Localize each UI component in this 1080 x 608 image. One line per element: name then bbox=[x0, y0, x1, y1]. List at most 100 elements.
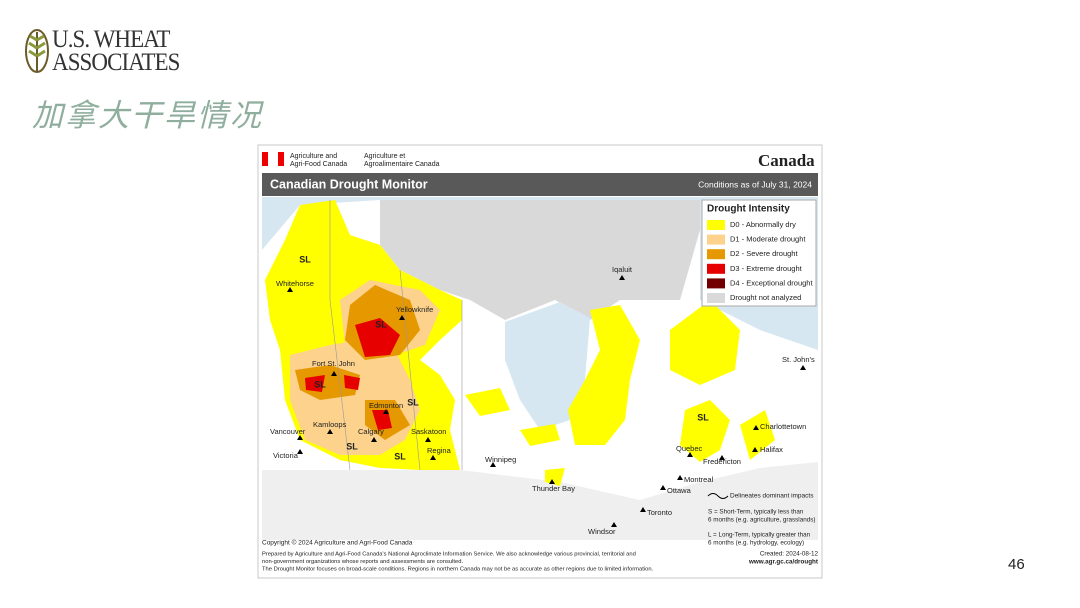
map-text: Agri-Food Canada bbox=[290, 161, 347, 168]
title-bar bbox=[262, 173, 818, 196]
place-marker bbox=[677, 475, 683, 480]
place-label: Kamloops bbox=[313, 420, 347, 429]
place-label: Thunder Bay bbox=[532, 484, 575, 493]
map-text: Agroalimentaire Canada bbox=[364, 161, 440, 168]
footer-note: non-government organizations whose repor… bbox=[262, 559, 463, 565]
legend-swatch bbox=[707, 249, 725, 260]
logo-text: U.S. WHEAT ASSOCIATES bbox=[52, 26, 180, 76]
place-label: Halifax bbox=[760, 445, 783, 454]
place-label: Charlottetown bbox=[760, 422, 806, 431]
place-marker bbox=[297, 435, 303, 440]
place-label: Saskatoon bbox=[411, 427, 446, 436]
place-label: Ottawa bbox=[667, 486, 692, 495]
place-label: Calgary bbox=[358, 427, 384, 436]
d2-area bbox=[295, 285, 420, 440]
impact-line-icon bbox=[707, 493, 729, 499]
borders bbox=[329, 200, 463, 471]
place-marker bbox=[383, 409, 389, 414]
place-marker bbox=[490, 462, 496, 467]
legend-label: D2 - Severe drought bbox=[730, 249, 798, 258]
place-label: Iqaluit bbox=[612, 265, 633, 274]
place-marker bbox=[611, 522, 617, 527]
place-marker bbox=[619, 275, 625, 280]
legend-swatch bbox=[707, 263, 725, 274]
place-label: Yellowknife bbox=[396, 305, 433, 314]
place-marker bbox=[753, 425, 759, 430]
place-marker bbox=[331, 371, 337, 376]
place-label: Fredericton bbox=[703, 457, 741, 466]
logo-line: U.S. WHEAT bbox=[52, 26, 170, 53]
page-number: 46 bbox=[1008, 556, 1025, 573]
place-marker bbox=[430, 455, 436, 460]
impact-label: SL bbox=[346, 441, 358, 451]
legend-title: Drought Intensity bbox=[707, 204, 790, 215]
place-marker bbox=[371, 437, 377, 442]
place-label: Quebec bbox=[676, 444, 703, 453]
slide-title: 加拿大干旱情况 bbox=[32, 98, 263, 133]
logo-icon bbox=[25, 29, 49, 73]
place-label: Edmonton bbox=[369, 401, 403, 410]
place-marker bbox=[640, 507, 646, 512]
footer-note: The Drought Monitor focuses on broad-sca… bbox=[262, 567, 654, 573]
place-marker bbox=[719, 455, 725, 460]
wordmark: Canada bbox=[758, 151, 815, 170]
impact-label: SL bbox=[375, 319, 387, 329]
footer-note: Prepared by Agriculture and Agri-Food Ca… bbox=[262, 552, 636, 558]
place-label: Vancouver bbox=[270, 427, 306, 436]
impact-note: 6 months (e.g. hydrology, ecology) bbox=[708, 540, 804, 547]
us-land bbox=[262, 462, 818, 540]
impact-note: S = Short-Term, typically less than bbox=[708, 509, 804, 516]
place-label: Victoria bbox=[273, 451, 299, 460]
place-marker bbox=[425, 437, 431, 442]
impact-label: SL bbox=[299, 254, 311, 264]
legend-swatch bbox=[707, 278, 725, 289]
place-label: Regina bbox=[427, 446, 452, 455]
impact-label: SL bbox=[394, 451, 406, 461]
legend-swatch bbox=[707, 220, 725, 230]
place-label: Windsor bbox=[588, 527, 616, 536]
place-marker bbox=[687, 452, 693, 457]
place-label: Toronto bbox=[647, 508, 672, 517]
place-marker bbox=[800, 365, 806, 370]
copyright: Copyright © 2024 Agriculture and Agri-Fo… bbox=[262, 539, 413, 547]
map-text: Agriculture and bbox=[290, 153, 337, 160]
not-analyzed bbox=[380, 200, 700, 320]
impact-note: Delineates dominant impacts bbox=[730, 493, 814, 500]
legend-label: D4 - Exceptional drought bbox=[730, 278, 813, 287]
place-label: Fort St. John bbox=[312, 359, 355, 368]
place-label: Winnipeg bbox=[485, 455, 516, 464]
conditions: Conditions as of July 31, 2024 bbox=[698, 179, 812, 189]
impact-note: 6 months (e.g. agriculture, grasslands) bbox=[708, 517, 815, 524]
legend-label: D3 - Extreme drought bbox=[730, 264, 803, 273]
place-marker bbox=[549, 479, 555, 484]
created: Created: 2024-08-12 bbox=[760, 551, 819, 558]
legend-label: Drought not analyzed bbox=[730, 293, 801, 302]
legend-label: D1 - Moderate drought bbox=[730, 235, 806, 244]
place-label: Montreal bbox=[684, 475, 714, 484]
d0-area bbox=[465, 300, 775, 486]
impact-label: SL bbox=[697, 412, 709, 422]
legend-label: D0 - Abnormally dry bbox=[730, 220, 796, 229]
drought-areas bbox=[265, 200, 775, 486]
place-label: St. John's bbox=[782, 355, 815, 364]
place-marker bbox=[752, 447, 758, 452]
legend-swatch bbox=[707, 234, 725, 245]
map-text: Agriculture et bbox=[364, 153, 405, 160]
logo-line: ASSOCIATES bbox=[52, 49, 180, 76]
url: www.agr.gc.ca/drought bbox=[748, 559, 819, 566]
map-title: Canadian Drought Monitor bbox=[270, 177, 428, 191]
impact-note: L = Long-Term, typically greater than bbox=[708, 532, 811, 539]
impact-label: SL bbox=[314, 379, 326, 389]
place-marker bbox=[287, 287, 293, 292]
d3-area bbox=[305, 318, 400, 430]
place-marker bbox=[297, 449, 303, 454]
place-marker bbox=[660, 485, 666, 490]
hudson-bay bbox=[505, 302, 590, 430]
legend-swatch bbox=[707, 293, 725, 303]
place-label: Whitehorse bbox=[276, 279, 314, 288]
impact-label: SL bbox=[407, 397, 419, 407]
place-marker bbox=[327, 429, 333, 434]
place-marker bbox=[399, 315, 405, 320]
